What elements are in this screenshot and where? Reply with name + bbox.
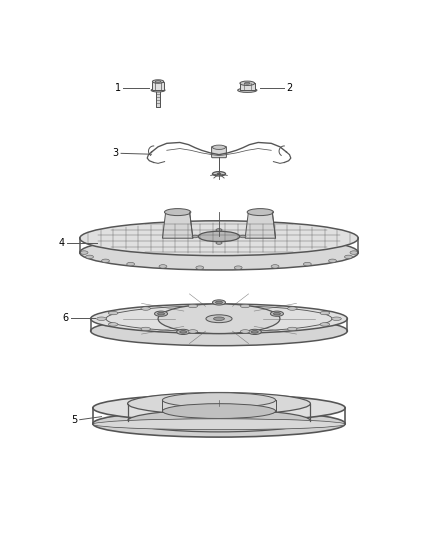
Ellipse shape bbox=[188, 330, 198, 333]
Text: 1: 1 bbox=[115, 84, 121, 93]
Ellipse shape bbox=[215, 301, 223, 304]
Text: 5: 5 bbox=[71, 415, 78, 425]
Ellipse shape bbox=[270, 311, 283, 316]
Ellipse shape bbox=[271, 265, 279, 268]
Ellipse shape bbox=[247, 208, 273, 215]
Ellipse shape bbox=[273, 312, 280, 315]
Ellipse shape bbox=[159, 265, 167, 268]
Ellipse shape bbox=[320, 311, 330, 315]
Text: 4: 4 bbox=[58, 238, 64, 247]
Ellipse shape bbox=[152, 80, 164, 83]
Ellipse shape bbox=[212, 145, 226, 149]
Ellipse shape bbox=[320, 322, 330, 326]
Ellipse shape bbox=[304, 262, 311, 266]
Ellipse shape bbox=[93, 419, 345, 430]
Ellipse shape bbox=[127, 392, 311, 415]
Text: 3: 3 bbox=[113, 148, 119, 158]
Ellipse shape bbox=[240, 81, 254, 85]
FancyBboxPatch shape bbox=[212, 147, 226, 158]
Ellipse shape bbox=[216, 229, 222, 231]
Ellipse shape bbox=[240, 235, 246, 238]
Ellipse shape bbox=[80, 251, 88, 254]
Text: 2: 2 bbox=[286, 83, 293, 93]
Ellipse shape bbox=[80, 235, 358, 270]
Ellipse shape bbox=[217, 173, 221, 175]
Ellipse shape bbox=[350, 251, 358, 254]
Ellipse shape bbox=[328, 259, 336, 263]
Ellipse shape bbox=[99, 419, 339, 430]
Ellipse shape bbox=[91, 316, 347, 346]
Ellipse shape bbox=[206, 315, 232, 322]
Ellipse shape bbox=[155, 80, 161, 83]
Ellipse shape bbox=[86, 255, 93, 259]
FancyBboxPatch shape bbox=[152, 82, 164, 90]
Ellipse shape bbox=[165, 208, 191, 215]
Ellipse shape bbox=[108, 322, 118, 326]
Ellipse shape bbox=[93, 394, 345, 422]
Ellipse shape bbox=[244, 83, 250, 84]
Ellipse shape bbox=[216, 241, 222, 244]
Ellipse shape bbox=[212, 172, 226, 176]
Ellipse shape bbox=[234, 266, 242, 269]
Ellipse shape bbox=[212, 300, 226, 305]
Ellipse shape bbox=[127, 410, 311, 432]
Ellipse shape bbox=[332, 317, 341, 320]
Ellipse shape bbox=[188, 304, 198, 308]
Ellipse shape bbox=[248, 329, 261, 335]
Ellipse shape bbox=[91, 304, 347, 334]
Ellipse shape bbox=[80, 221, 358, 256]
Ellipse shape bbox=[198, 231, 240, 241]
Ellipse shape bbox=[180, 330, 187, 333]
FancyBboxPatch shape bbox=[240, 83, 254, 90]
Ellipse shape bbox=[287, 307, 297, 310]
Ellipse shape bbox=[214, 317, 224, 320]
Ellipse shape bbox=[155, 311, 168, 316]
Ellipse shape bbox=[108, 311, 118, 315]
Ellipse shape bbox=[162, 393, 276, 408]
Ellipse shape bbox=[240, 304, 250, 308]
Ellipse shape bbox=[158, 312, 165, 315]
Ellipse shape bbox=[93, 410, 345, 437]
Ellipse shape bbox=[196, 266, 204, 269]
Ellipse shape bbox=[158, 304, 280, 334]
Ellipse shape bbox=[238, 88, 257, 92]
Ellipse shape bbox=[345, 255, 352, 259]
Polygon shape bbox=[162, 212, 193, 238]
Ellipse shape bbox=[102, 259, 110, 263]
FancyBboxPatch shape bbox=[155, 90, 160, 107]
Text: 6: 6 bbox=[63, 313, 69, 323]
Ellipse shape bbox=[141, 327, 151, 330]
Ellipse shape bbox=[127, 262, 134, 266]
Ellipse shape bbox=[162, 403, 276, 418]
Ellipse shape bbox=[141, 307, 151, 310]
Ellipse shape bbox=[251, 330, 258, 333]
Ellipse shape bbox=[287, 327, 297, 330]
Ellipse shape bbox=[97, 317, 106, 320]
Ellipse shape bbox=[192, 235, 198, 238]
Ellipse shape bbox=[151, 88, 165, 92]
Ellipse shape bbox=[240, 330, 250, 333]
Polygon shape bbox=[245, 212, 276, 238]
Ellipse shape bbox=[177, 329, 190, 335]
